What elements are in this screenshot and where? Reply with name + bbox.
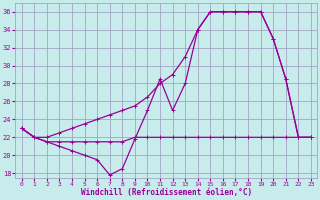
X-axis label: Windchill (Refroidissement éolien,°C): Windchill (Refroidissement éolien,°C) bbox=[81, 188, 252, 197]
